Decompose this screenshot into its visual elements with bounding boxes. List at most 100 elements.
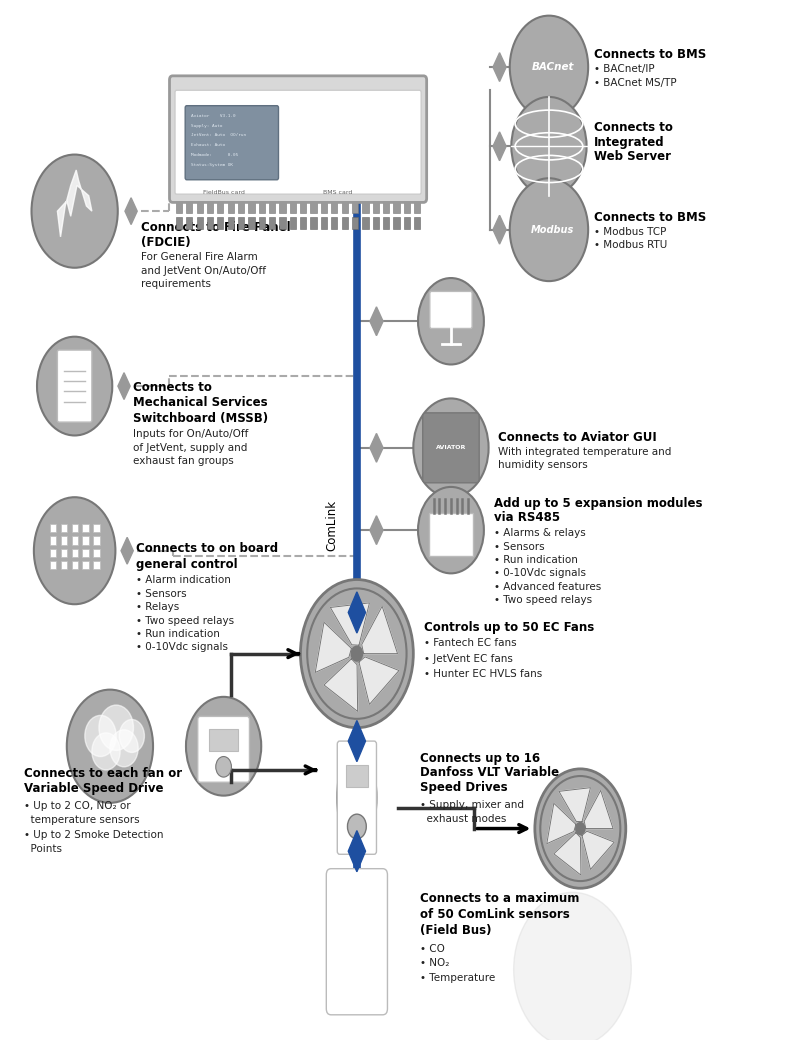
Polygon shape (493, 132, 506, 161)
Circle shape (119, 719, 145, 753)
Polygon shape (493, 215, 506, 244)
Polygon shape (315, 623, 351, 672)
Polygon shape (121, 538, 134, 564)
Text: • Run indication: • Run indication (494, 555, 578, 565)
Circle shape (186, 697, 262, 796)
Text: For General Fire Alarm: For General Fire Alarm (142, 252, 258, 262)
FancyBboxPatch shape (61, 561, 67, 569)
FancyBboxPatch shape (269, 216, 275, 229)
Circle shape (99, 706, 134, 751)
FancyBboxPatch shape (50, 549, 56, 556)
FancyBboxPatch shape (50, 561, 56, 569)
Text: BMS card: BMS card (322, 190, 352, 195)
Polygon shape (125, 197, 138, 225)
Text: • Two speed relays: • Two speed relays (494, 595, 592, 605)
FancyBboxPatch shape (404, 216, 410, 229)
FancyBboxPatch shape (71, 537, 78, 545)
Polygon shape (370, 307, 383, 336)
Circle shape (67, 690, 153, 803)
Circle shape (110, 730, 138, 766)
Text: Status:System OK: Status:System OK (190, 163, 233, 167)
FancyBboxPatch shape (185, 106, 278, 180)
FancyBboxPatch shape (310, 216, 317, 229)
FancyBboxPatch shape (429, 512, 473, 555)
FancyBboxPatch shape (290, 201, 296, 213)
FancyBboxPatch shape (186, 216, 193, 229)
Text: JetVent: Auto  OO/run: JetVent: Auto OO/run (190, 133, 246, 138)
FancyBboxPatch shape (310, 201, 317, 213)
Text: With integrated temperature and: With integrated temperature and (498, 447, 671, 457)
FancyBboxPatch shape (207, 216, 213, 229)
FancyBboxPatch shape (373, 201, 379, 213)
Text: • 0-10Vdc signals: • 0-10Vdc signals (494, 568, 586, 579)
Text: (Field Bus): (Field Bus) (420, 924, 491, 937)
Text: • BACnet/IP: • BACnet/IP (594, 64, 654, 75)
Text: • Up to 2 Smoke Detection: • Up to 2 Smoke Detection (24, 830, 163, 840)
Circle shape (92, 733, 120, 770)
FancyBboxPatch shape (176, 201, 182, 213)
Polygon shape (559, 788, 590, 822)
FancyBboxPatch shape (50, 524, 56, 532)
FancyBboxPatch shape (61, 549, 67, 556)
Text: Points: Points (24, 844, 62, 854)
Text: • CO: • CO (420, 944, 445, 954)
FancyBboxPatch shape (50, 537, 56, 545)
Text: Exhaust: Auto: Exhaust: Auto (190, 143, 225, 147)
Circle shape (414, 398, 489, 498)
Text: • Modbus RTU: • Modbus RTU (594, 240, 667, 250)
FancyBboxPatch shape (82, 549, 89, 556)
FancyBboxPatch shape (352, 201, 358, 213)
Text: of 50 ComLink sensors: of 50 ComLink sensors (420, 908, 570, 922)
FancyBboxPatch shape (326, 868, 387, 1014)
FancyBboxPatch shape (383, 216, 390, 229)
Text: • Advanced features: • Advanced features (494, 582, 602, 592)
Circle shape (514, 892, 631, 1047)
FancyBboxPatch shape (414, 201, 420, 213)
FancyBboxPatch shape (338, 741, 377, 855)
Ellipse shape (338, 743, 377, 852)
FancyBboxPatch shape (197, 201, 202, 213)
Text: and JetVent On/Auto/Off: and JetVent On/Auto/Off (142, 266, 266, 276)
Text: • NO₂: • NO₂ (420, 959, 449, 968)
FancyBboxPatch shape (207, 201, 213, 213)
Text: Connects to a maximum: Connects to a maximum (420, 892, 579, 905)
FancyBboxPatch shape (71, 524, 78, 532)
Polygon shape (493, 52, 506, 82)
Text: temperature sensors: temperature sensors (24, 815, 139, 825)
Text: humidity sensors: humidity sensors (498, 460, 588, 470)
Text: Controls up to 50 EC Fans: Controls up to 50 EC Fans (423, 622, 594, 634)
FancyBboxPatch shape (362, 201, 369, 213)
FancyBboxPatch shape (404, 201, 410, 213)
FancyBboxPatch shape (58, 350, 92, 422)
Text: Danfoss VLT Variable: Danfoss VLT Variable (420, 766, 558, 779)
Text: • Two speed relays: • Two speed relays (136, 615, 234, 626)
FancyBboxPatch shape (279, 216, 286, 229)
Circle shape (510, 178, 588, 281)
Text: Connects up to 16: Connects up to 16 (420, 752, 540, 765)
Text: Connects to: Connects to (594, 122, 673, 134)
Circle shape (37, 337, 112, 436)
Polygon shape (348, 592, 366, 633)
FancyBboxPatch shape (394, 201, 400, 213)
FancyBboxPatch shape (279, 201, 286, 213)
Text: via RS485: via RS485 (494, 511, 560, 524)
FancyBboxPatch shape (218, 201, 223, 213)
Text: of JetVent, supply and: of JetVent, supply and (134, 443, 248, 453)
Text: • Sensors: • Sensors (494, 542, 545, 551)
Text: Variable Speed Drive: Variable Speed Drive (24, 782, 163, 795)
FancyBboxPatch shape (170, 76, 426, 203)
FancyBboxPatch shape (342, 216, 348, 229)
Polygon shape (362, 606, 398, 653)
FancyBboxPatch shape (258, 216, 265, 229)
Polygon shape (324, 658, 358, 712)
Circle shape (347, 814, 366, 839)
FancyBboxPatch shape (94, 549, 100, 556)
Text: • Relays: • Relays (136, 603, 179, 612)
Text: • BACnet MS/TP: • BACnet MS/TP (594, 78, 676, 87)
FancyBboxPatch shape (82, 524, 89, 532)
FancyBboxPatch shape (94, 524, 100, 532)
Text: Aviator    V3.1.0: Aviator V3.1.0 (190, 113, 235, 118)
Text: Add up to 5 expansion modules: Add up to 5 expansion modules (494, 497, 702, 510)
FancyBboxPatch shape (197, 216, 202, 229)
Polygon shape (554, 833, 581, 875)
